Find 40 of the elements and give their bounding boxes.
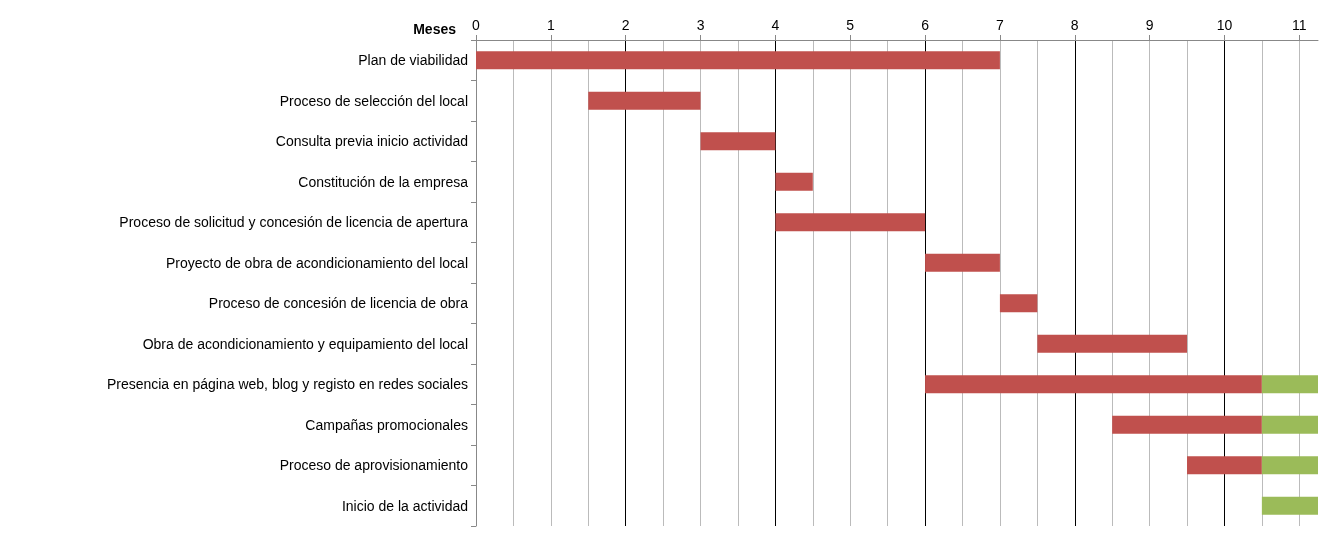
bar — [925, 253, 1000, 272]
y-tick-label: Proceso de selección del local — [279, 92, 468, 109]
y-tick-label: Proyecto de obra de acondicionamiento del local — [166, 254, 468, 271]
bar — [700, 132, 776, 151]
x-tick-label: 11 — [1292, 17, 1307, 33]
x-tick-label: 8 — [1070, 17, 1079, 33]
bar — [1187, 456, 1262, 475]
bar — [999, 294, 1038, 313]
x-tick-label: 1 — [546, 17, 555, 33]
x-tick-label: 2 — [621, 17, 630, 33]
x-tick-label: 3 — [696, 17, 705, 33]
y-tick-label: Proceso de solicitud y concesión de licencia de apertura — [119, 214, 469, 231]
y-tick-label: Inicio de la actividad — [341, 497, 468, 514]
y-tick-label: Plan de viabilidad — [358, 52, 468, 69]
x-axis-title: Meses — [413, 21, 457, 37]
bar — [1261, 415, 1318, 434]
x-tick-label: 7 — [996, 17, 1005, 33]
y-tick-label: Constitución de la empresa — [298, 173, 469, 190]
x-tick-label: 9 — [1145, 17, 1154, 33]
bar — [1261, 456, 1318, 475]
y-tick-label: Campañas promocionales — [305, 416, 468, 433]
x-tick-label: 10 — [1216, 17, 1233, 33]
y-tick-label: Proceso de concesión de licencia de obra — [208, 295, 469, 312]
bar — [1037, 334, 1188, 353]
bar — [588, 91, 701, 110]
bar — [1261, 496, 1318, 515]
x-tick-label: 4 — [771, 17, 780, 33]
bar — [775, 172, 813, 191]
bar — [1112, 415, 1262, 434]
x-tick-label: 6 — [921, 17, 930, 33]
bar — [925, 375, 1262, 394]
bar — [1261, 375, 1318, 394]
y-tick-label: Proceso de aprovisionamiento — [279, 457, 469, 474]
y-tick-label: Consulta previa inicio actividad — [275, 133, 468, 150]
bar — [775, 213, 926, 232]
bar — [476, 51, 1000, 70]
x-tick-label: 0 — [472, 17, 481, 33]
y-tick-label: Presencia en página web, blog y registo en redes sociales — [106, 376, 468, 393]
x-tick-label: 5 — [846, 17, 855, 33]
y-tick-label: Obra de acondicionamiento y equipamiento del local — [142, 335, 468, 352]
